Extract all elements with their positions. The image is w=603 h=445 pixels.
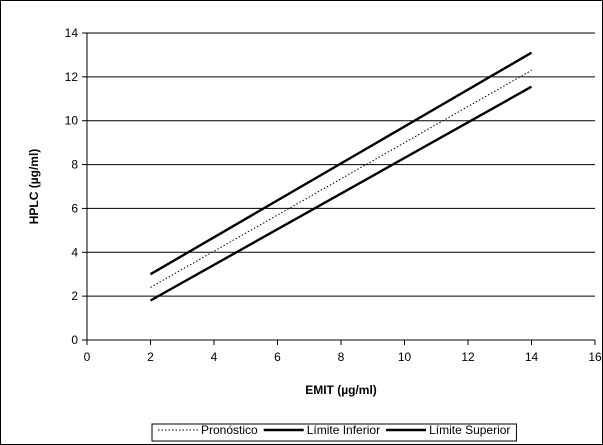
x-tick-label-0: 0 — [84, 350, 91, 364]
x-tick-label-6: 6 — [274, 350, 281, 364]
x-tick-label-2: 2 — [147, 350, 154, 364]
y-axis-title: HPLC (µg/ml) — [27, 149, 41, 225]
x-tick-label-16: 16 — [588, 350, 602, 364]
x-tick-label-4: 4 — [211, 350, 218, 364]
y-tick-label-14: 14 — [65, 26, 79, 40]
series-line-limite-inferior — [149, 85, 533, 302]
series-line-pronostico — [150, 69, 532, 288]
y-tick-label-2: 2 — [71, 289, 78, 303]
x-tick-label-10: 10 — [398, 350, 412, 364]
x-axis-title: EMIT (µg/ml) — [305, 383, 377, 397]
y-tick-label-0: 0 — [71, 333, 78, 347]
y-tick-label-10: 10 — [65, 114, 79, 128]
legend: Pronóstico Límite Inferior Límite Superior — [151, 423, 517, 442]
legend-box — [151, 423, 517, 442]
y-tick-label-12: 12 — [65, 70, 79, 84]
plot-area: 0 2 4 6 8 10 12 14 0 2 4 6 8 10 12 14 16 — [65, 26, 602, 364]
legend-items: Pronóstico Límite Inferior Límite Superior — [158, 423, 510, 437]
legend-label-limite-inferior: Límite Inferior — [307, 423, 380, 437]
legend-label-pronostico: Pronóstico — [201, 423, 258, 437]
x-tick-label-12: 12 — [461, 350, 475, 364]
x-tick-label-14: 14 — [525, 350, 539, 364]
y-tick-label-4: 4 — [71, 245, 78, 259]
series-line-limite-superior — [149, 51, 533, 276]
y-tick-label-8: 8 — [71, 158, 78, 172]
legend-label-limite-superior: Límite Superior — [429, 423, 510, 437]
y-tick-label-6: 6 — [71, 201, 78, 215]
x-tick-label-8: 8 — [338, 350, 345, 364]
